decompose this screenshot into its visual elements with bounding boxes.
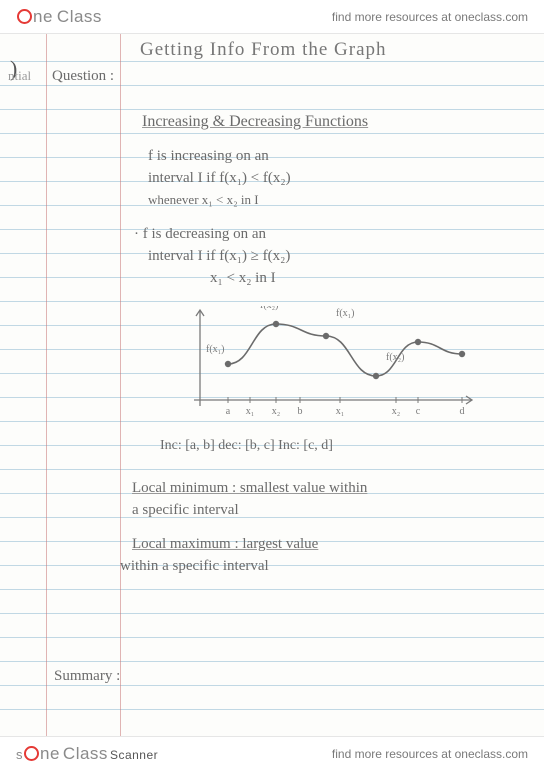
intervals-line: Inc: [a, b] dec: [b, c] Inc: [c, d] [160, 434, 534, 458]
svg-text:x₂: x₂ [392, 406, 401, 417]
local-max-1: Local maximum : largest value [132, 532, 534, 556]
header-link[interactable]: find more resources at oneclass.com [332, 10, 528, 24]
summary-label: Summary : [54, 664, 534, 688]
svg-text:f(x₂): f(x₂) [386, 352, 404, 363]
inc-line-1: f is increasing on an [148, 144, 534, 168]
logo-o-icon-2 [24, 746, 39, 761]
notebook-page: neClass find more resources at oneclass.… [0, 0, 544, 770]
inc-line-2: interval I if f(x₁) < f(x₂) [148, 166, 534, 190]
subheading: Increasing & Decreasing Functions [142, 110, 534, 134]
dec-line-3: x₁ < x₂ in I [210, 266, 534, 290]
svg-text:a: a [226, 406, 231, 417]
footer-link[interactable]: find more resources at oneclass.com [332, 747, 528, 761]
local-min-1: Local minimum : smallest value within [132, 476, 534, 500]
dec-line-2: interval I if f(x₁) ≥ f(x₂) [148, 244, 534, 268]
logo-text-2: lass [70, 7, 102, 26]
svg-text:f(x₁): f(x₁) [206, 344, 224, 355]
svg-text:f(x₂): f(x₂) [260, 306, 278, 311]
logo-top: neClass [16, 7, 102, 27]
svg-text:d: d [460, 406, 465, 417]
inc-line-3: whenever x₁ < x₂ in I [148, 188, 534, 212]
logo-bottom: sneClassScanner [16, 744, 158, 764]
footer-bar: sneClassScanner find more resources at o… [0, 736, 544, 770]
handwritten-notes: Getting Info From the Graph ntial Questi… [0, 38, 544, 732]
svg-text:b: b [298, 406, 303, 417]
svg-text:f(x₁): f(x₁) [336, 308, 354, 319]
svg-text:x₂: x₂ [272, 406, 281, 417]
svg-text:x₁: x₁ [336, 406, 345, 417]
logo-text-1: ne [33, 7, 53, 26]
local-max-2: within a specific interval [120, 554, 534, 578]
scanner-text: Scanner [110, 748, 158, 762]
footer-prefix: s [16, 747, 23, 762]
svg-text:x₁: x₁ [246, 406, 255, 417]
footer-mid: ne [40, 744, 60, 763]
function-graph: a x₁ x₂ b x₁ x₂ c d f(x₁) f(x₂) f(x₁) f(x₂) [186, 306, 476, 426]
header-bar: neClass find more resources at oneclass.… [0, 0, 544, 34]
question-label: Question : [52, 64, 534, 88]
logo-o-icon [17, 9, 32, 24]
page-title: Getting Info From the Graph [140, 38, 534, 62]
svg-text:c: c [416, 406, 421, 417]
local-min-2: a specific interval [132, 498, 534, 522]
dec-line-1: · f is decreasing on an [134, 222, 534, 246]
footer-suffix: lass [76, 744, 108, 763]
